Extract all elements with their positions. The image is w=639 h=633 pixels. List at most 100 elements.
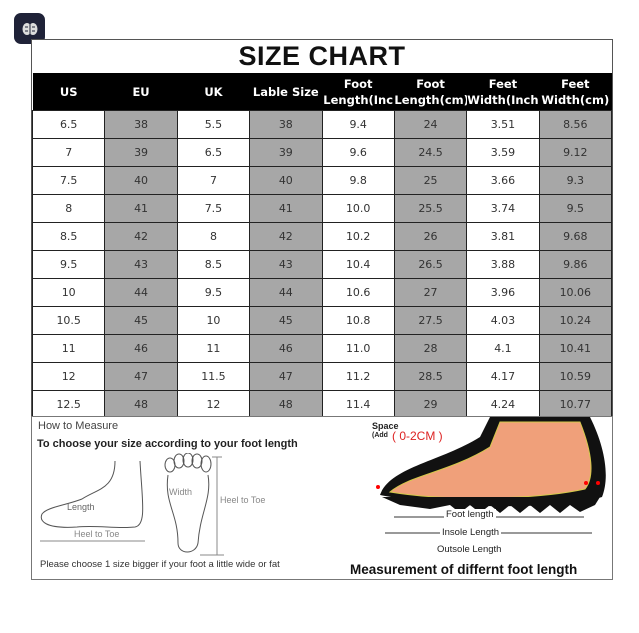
- table-cell: 7.5: [176, 194, 251, 223]
- table-cell: 41: [249, 194, 323, 223]
- table-cell: 6.5: [176, 138, 251, 167]
- table-cell: 3.51: [466, 110, 540, 139]
- table-cell: 11.0: [321, 334, 395, 363]
- table-cell: 25.5: [393, 194, 468, 223]
- table-row: 7.5 40 7 40 9.8 25 3.66 9.3: [31, 166, 613, 195]
- table-row: 7 39 6.5 39 9.6 24.5 3.59 9.12: [31, 138, 613, 167]
- table-cell: 3.74: [466, 194, 540, 223]
- table-cell: 8.5: [176, 250, 251, 279]
- table-cell: 7.5: [31, 166, 106, 195]
- table-cell: 3.81: [466, 222, 540, 251]
- column-header: Feet Width(cm): [539, 73, 612, 111]
- table-cell: 43: [104, 250, 178, 279]
- column-header: UK: [177, 73, 250, 111]
- table-cell: 3.96: [466, 278, 540, 307]
- table-cell: 40: [249, 166, 323, 195]
- table-cell: 6.5: [31, 110, 106, 139]
- column-header: Lable Size: [249, 73, 322, 111]
- table-cell: 7: [31, 138, 106, 167]
- table-row: 10 44 9.5 44 10.6 27 3.96 10.06: [31, 278, 613, 307]
- table-cell: 10: [176, 306, 251, 335]
- column-header-line: Lable Size: [252, 84, 319, 99]
- column-header-line: US: [59, 84, 78, 99]
- table-cell: 10.06: [538, 278, 613, 307]
- column-header-line: Length(Inc: [323, 92, 394, 107]
- table-row: 12 47 11.5 47 11.2 28.5 4.17 10.59: [31, 362, 613, 391]
- table-row: 9.5 43 8.5 43 10.4 26.5 3.88 9.86: [31, 250, 613, 279]
- space-label: Space: [372, 421, 399, 431]
- table-cell: 48: [104, 390, 178, 419]
- column-header-line: Foot: [416, 76, 445, 91]
- table-row: 11 46 11 46 11.0 28 4.1 10.41: [31, 334, 613, 363]
- table-cell: 9.12: [538, 138, 613, 167]
- table-cell: 45: [249, 306, 323, 335]
- table-cell: 9.5: [176, 278, 251, 307]
- table-cell: 10.4: [321, 250, 395, 279]
- add-label: (Add: [372, 432, 388, 439]
- table-cell: 4.24: [466, 390, 540, 419]
- table-cell: 24.5: [393, 138, 468, 167]
- column-header: EU: [104, 73, 178, 111]
- table-cell: 4.03: [466, 306, 540, 335]
- shoe-foot-illustration: [376, 417, 606, 534]
- measure-heading: How to Measure: [38, 420, 119, 432]
- column-header: US: [32, 73, 105, 111]
- table-cell: 12: [176, 390, 251, 419]
- table-cell: 9.86: [538, 250, 613, 279]
- column-header-line: UK: [204, 84, 223, 99]
- width-label: Width: [169, 487, 193, 497]
- table-cell: 12.5: [31, 390, 106, 419]
- column-header-line: EU: [132, 84, 150, 99]
- heel-to-toe-label: Heel to Toe: [72, 529, 122, 539]
- table-cell: 9.6: [321, 138, 395, 167]
- size-note: Please choose 1 size bigger if your foot…: [40, 559, 280, 570]
- column-header-line: Feet: [488, 76, 518, 91]
- table-cell: 44: [104, 278, 178, 307]
- table-cell: 11: [31, 334, 106, 363]
- outsole-length-label: Outsole Length: [435, 544, 504, 555]
- table-cell: 29: [393, 390, 468, 419]
- table-cell: 4.17: [466, 362, 540, 391]
- table-cell: 10.6: [321, 278, 395, 307]
- table-cell: 3.59: [466, 138, 540, 167]
- table-cell: 46: [249, 334, 323, 363]
- column-header: Foot Length(Inc: [322, 73, 395, 111]
- table-cell: 3.88: [466, 250, 540, 279]
- table-cell: 9.5: [538, 194, 613, 223]
- measure-guide: How to Measure To choose your size accor…: [31, 416, 613, 580]
- table-cell: 10.2: [321, 222, 395, 251]
- table-cell: 12: [31, 362, 106, 391]
- app-brain-button[interactable]: [14, 13, 45, 44]
- table-cell: 40: [104, 166, 178, 195]
- table-cell: 25: [393, 166, 468, 195]
- table-cell: 45: [104, 306, 178, 335]
- table-cell: 5.5: [176, 110, 251, 139]
- table-cell: 3.66: [466, 166, 540, 195]
- measurement-caption: Measurement of differnt foot length: [350, 562, 578, 577]
- table-cell: 47: [104, 362, 178, 391]
- table-row: 6.5 38 5.5 38 9.4 24 3.51 8.56: [31, 110, 613, 139]
- length-label: Length: [67, 502, 95, 512]
- size-table: US EU UK Lable Size Foot Length(Inc Foot Length…: [31, 73, 613, 419]
- table-cell: 24: [393, 110, 468, 139]
- table-cell: 38: [249, 110, 323, 139]
- table-cell: 10.59: [538, 362, 613, 391]
- table-cell: 11: [176, 334, 251, 363]
- column-header-line: Length(cm): [394, 92, 467, 107]
- table-cell: 39: [249, 138, 323, 167]
- table-cell: 8.56: [538, 110, 613, 139]
- table-cell: 39: [104, 138, 178, 167]
- table-cell: 10.5: [31, 306, 106, 335]
- table-cell: 41: [104, 194, 178, 223]
- table-cell: 28: [393, 334, 468, 363]
- column-header-line: Feet: [561, 76, 590, 91]
- table-cell: 4.1: [466, 334, 540, 363]
- table-cell: 44: [249, 278, 323, 307]
- column-header-line: Foot: [343, 76, 373, 91]
- table-cell: 9.8: [321, 166, 395, 195]
- table-cell: 11.4: [321, 390, 395, 419]
- table-cell: 11.2: [321, 362, 395, 391]
- column-header: Feet Width(Inch: [466, 73, 540, 111]
- table-cell: 10.24: [538, 306, 613, 335]
- foot-length-label: Foot length: [444, 509, 496, 520]
